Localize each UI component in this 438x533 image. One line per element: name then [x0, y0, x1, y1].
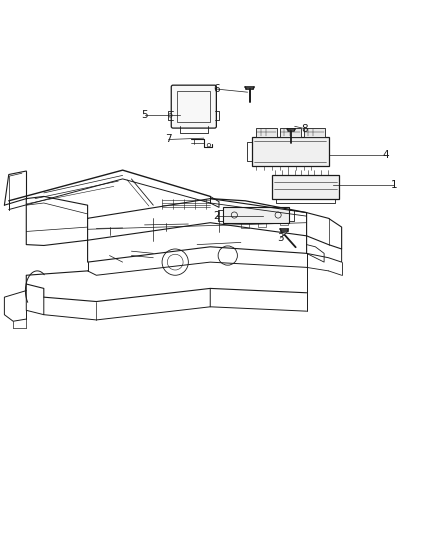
Bar [177, 91, 210, 122]
Text: 7: 7 [165, 134, 172, 144]
Bar [241, 222, 249, 229]
Bar [252, 138, 328, 166]
Bar [272, 174, 339, 199]
Text: 6: 6 [213, 84, 220, 94]
Bar [280, 219, 288, 225]
FancyBboxPatch shape [171, 85, 216, 128]
Bar [280, 128, 301, 138]
Bar [223, 207, 289, 223]
Text: 8: 8 [301, 124, 308, 134]
Bar [258, 221, 266, 227]
Text: 1: 1 [391, 181, 398, 190]
Text: 4: 4 [382, 150, 389, 160]
Bar [256, 128, 277, 138]
Text: 3: 3 [277, 233, 284, 243]
Text: 5: 5 [141, 110, 148, 120]
Bar [304, 128, 325, 138]
Text: 2: 2 [213, 211, 220, 221]
